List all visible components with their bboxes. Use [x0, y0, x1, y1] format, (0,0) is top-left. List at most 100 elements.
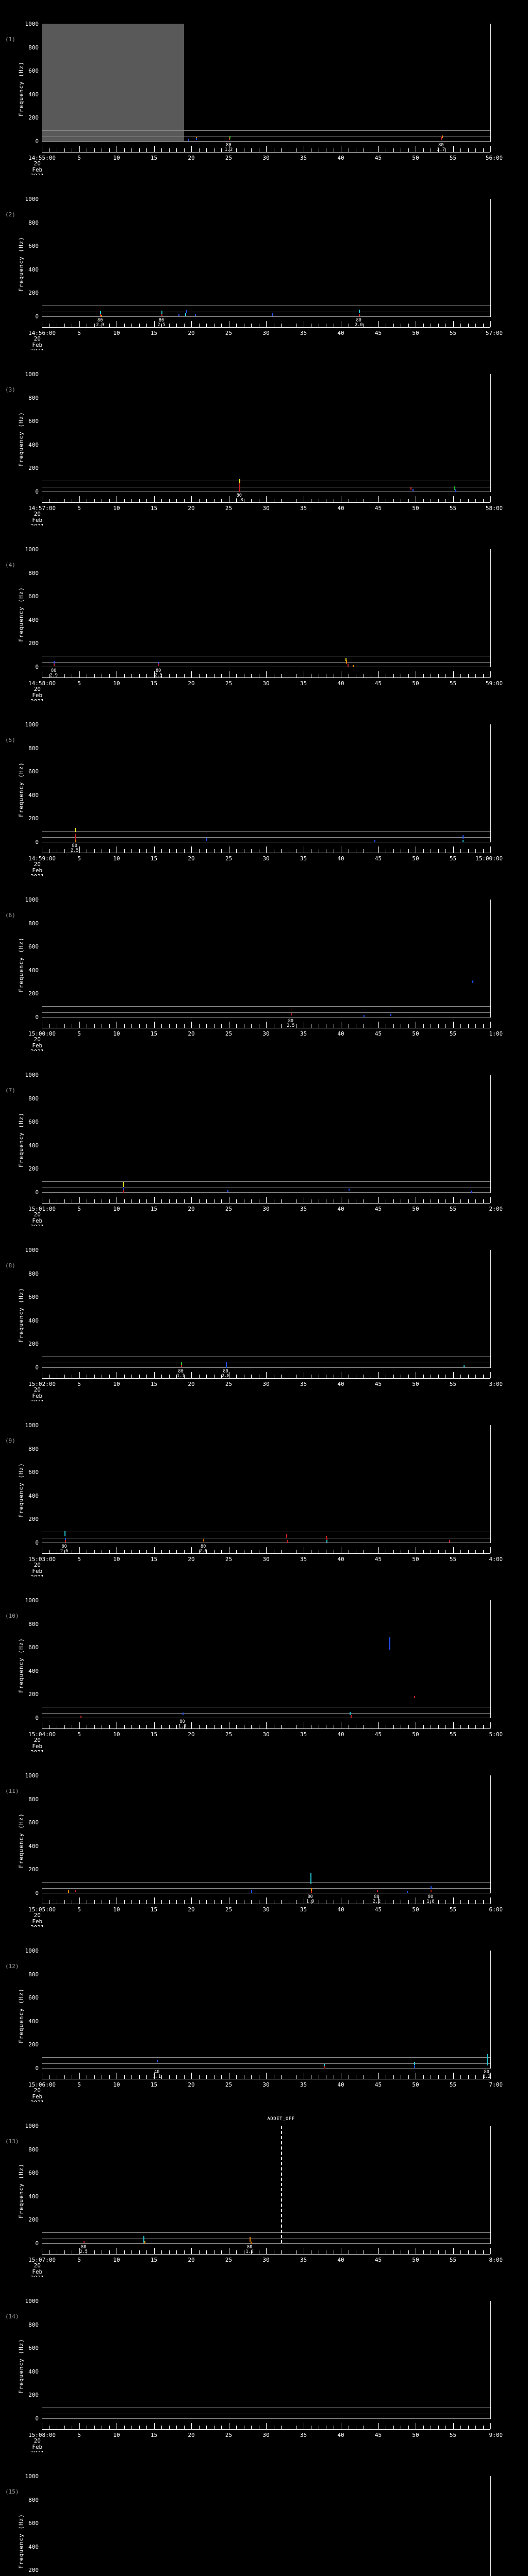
time-axis-tick [169, 148, 170, 152]
y-tick-label: 200 [28, 1691, 39, 1698]
time-axis-tick [64, 148, 65, 152]
detection-mark [64, 1539, 66, 1543]
y-axis-spine [490, 199, 491, 316]
annotation-magnitude: 1.8 [245, 2249, 254, 2255]
detection-mark [431, 1890, 432, 1892]
y-tick-label: 600 [28, 1118, 39, 1126]
y-tick-label: 200 [28, 1516, 39, 1523]
time-axis-tick [139, 1199, 140, 1203]
time-axis-tick-label: 40 [337, 1030, 344, 1037]
time-axis-tick [438, 2426, 439, 2429]
time-axis-tick [438, 499, 439, 502]
y-tick-label: 400 [28, 2543, 39, 2550]
detection-mark [376, 1890, 378, 1892]
detection-mark [350, 1711, 351, 1715]
y-axis-labels: 0 200 400 600 800 1000 [0, 547, 40, 670]
time-axis-tick [79, 146, 80, 152]
y-tick-label: 0 [35, 1364, 39, 1371]
time-axis-tick [199, 1550, 200, 1553]
annotation-frequency: 80 [97, 318, 103, 323]
time-axis-tick [109, 2075, 110, 2079]
detection-mark [182, 1712, 184, 1715]
time-axis-tick [109, 1725, 110, 1728]
time-axis-tick [139, 2426, 140, 2429]
time-axis-tick [460, 2426, 461, 2429]
time-axis-tick [266, 1547, 267, 1553]
time-axis-tick [393, 674, 394, 677]
time-axis-tick [378, 1372, 379, 1378]
time-axis-tick [438, 1550, 439, 1553]
time-axis-tick [109, 1375, 110, 1378]
time-axis-tick-label: 30 [262, 505, 270, 512]
detection-mark [454, 486, 456, 490]
time-axis-tick-label: 30 [262, 330, 270, 336]
time-axis-tick [221, 1900, 222, 1904]
time-axis-tick-label: 25 [225, 1556, 233, 1563]
time-axis-tick [483, 674, 484, 677]
time-axis-tick-label: 10 [113, 2257, 120, 2263]
time-axis-tick [169, 2075, 170, 2079]
time-axis-tick [266, 2073, 267, 2079]
time-axis-tick [124, 674, 125, 677]
time-axis-tick [423, 2426, 424, 2429]
detection-annotation: 80 2.9 [50, 669, 58, 678]
time-axis-tick [206, 674, 207, 677]
y-axis-spine [490, 1075, 491, 1192]
annotation-frequency: 80 [356, 318, 361, 323]
time-axis [42, 502, 490, 503]
y-tick-label: 200 [28, 815, 39, 822]
time-axis-tick [453, 671, 454, 677]
time-axis-tick [438, 2250, 439, 2254]
time-axis-tick [154, 1547, 155, 1553]
time-axis-tick-label: 15 [150, 1906, 158, 1913]
time-axis-tick [393, 1375, 394, 1378]
time-axis-tick-label: 40 [337, 505, 344, 512]
detection-mark [123, 1188, 125, 1191]
time-axis-tick-label: 10 [113, 1206, 120, 1212]
time-axis-tick [169, 499, 170, 502]
time-axis-tick-label: 50 [412, 2081, 419, 2088]
time-axis-tick [169, 324, 170, 327]
time-axis-end-label: 59:00 [485, 680, 503, 687]
time-axis-tick [423, 324, 424, 327]
detection-mark [463, 835, 464, 839]
time-axis-tick [131, 1024, 132, 1028]
time-axis-tick [94, 1024, 95, 1028]
y-tick-label: 0 [35, 2240, 39, 2247]
time-axis [42, 1203, 490, 1204]
detection-mark [158, 663, 160, 666]
y-tick-label: 800 [28, 394, 39, 401]
annotation-magnitude: 2.5 [71, 848, 79, 853]
annotation-frequency: 80 [72, 843, 77, 849]
time-axis-tick [199, 499, 200, 502]
time-axis [42, 1553, 490, 1554]
time-axis-tick [475, 2426, 476, 2429]
time-axis-tick-label: 55 [449, 505, 457, 512]
reference-line [42, 1181, 490, 1182]
y-tick-label: 600 [28, 2170, 39, 2177]
time-axis-tick [266, 1372, 267, 1378]
time-axis-tick [251, 1024, 252, 1028]
time-axis-tick [468, 499, 469, 502]
time-axis [42, 327, 490, 328]
detection-mark [239, 479, 240, 483]
time-axis-tick [236, 1375, 237, 1378]
time-axis-tick [94, 1900, 95, 1904]
time-axis-tick-label: 50 [412, 1906, 419, 1913]
date-stack-label: 20 Feb 2021 [30, 1562, 44, 1581]
time-axis-tick [266, 1022, 267, 1028]
time-axis-tick [453, 146, 454, 152]
detection-mark [389, 1637, 391, 1650]
time-axis-tick [161, 1900, 162, 1904]
time-axis-tick [460, 324, 461, 327]
detection-mark [229, 135, 230, 139]
time-axis-tick [191, 2248, 192, 2254]
time-axis-start-label: 15:07:00 [28, 2257, 56, 2263]
time-axis-tick-label: 25 [225, 2432, 233, 2438]
time-axis-tick [281, 2426, 282, 2429]
reference-line [42, 2243, 490, 2244]
time-axis-tick [131, 2075, 132, 2079]
time-axis-tick [109, 1550, 110, 1553]
time-axis-tick [468, 2426, 469, 2429]
detection-mark [414, 2065, 416, 2068]
